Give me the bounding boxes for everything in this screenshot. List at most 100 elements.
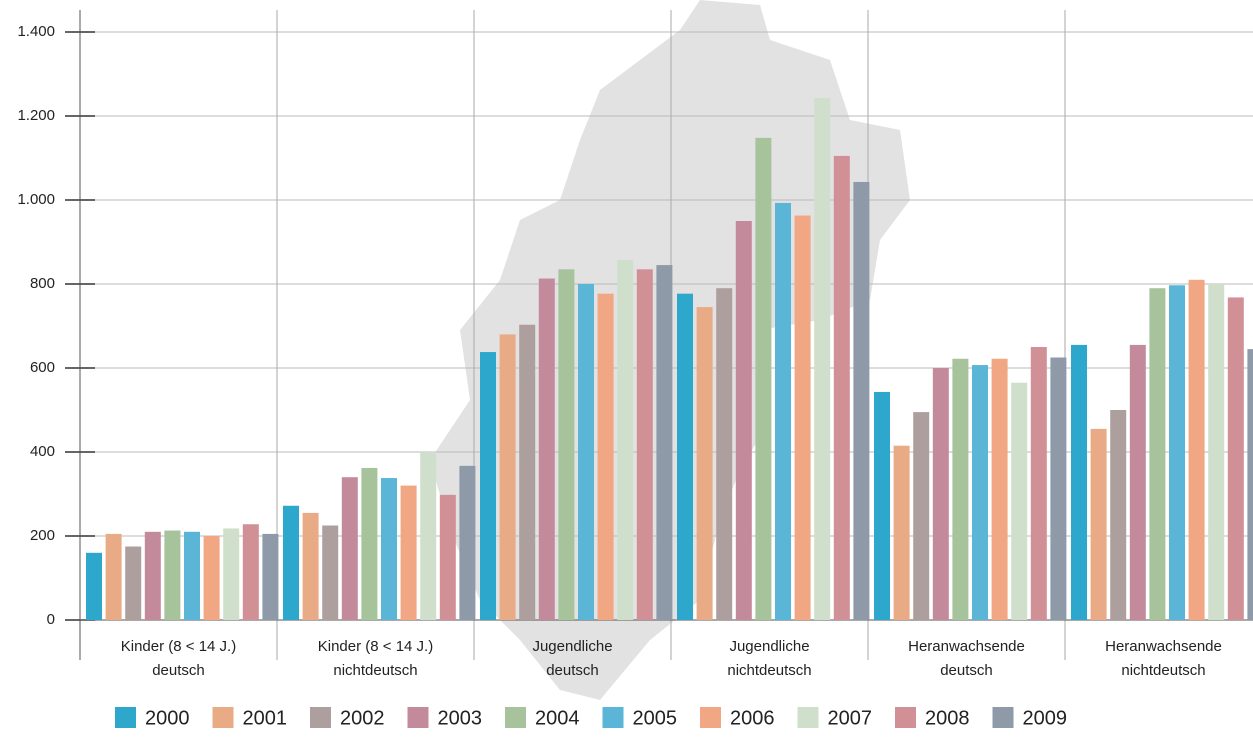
- bar: [853, 181, 870, 620]
- bar: [1071, 344, 1087, 620]
- legend-swatch: [602, 707, 624, 728]
- bar: [519, 324, 536, 620]
- bar: [932, 368, 949, 620]
- bar: [322, 525, 339, 620]
- bar: [775, 202, 791, 620]
- bar: [913, 412, 930, 620]
- bar: [716, 288, 733, 620]
- x-tick-label: nichtdeutsch: [727, 662, 811, 679]
- bar: [400, 485, 417, 620]
- legend-swatch: [895, 707, 916, 728]
- legend-text: 2009: [1023, 707, 1068, 729]
- x-tick-label: Kinder (8 < 14 J.): [121, 638, 236, 655]
- x-tick-label: nichtdeutsch: [1121, 662, 1205, 679]
- legend-swatch: [992, 707, 1014, 728]
- bar: [1110, 410, 1127, 620]
- bar: [558, 269, 575, 620]
- bar: [1247, 349, 1253, 620]
- legend-text: 2004: [535, 707, 580, 729]
- bar: [302, 512, 319, 620]
- bar: [242, 524, 259, 620]
- bar: [223, 528, 240, 620]
- bar: [341, 477, 358, 620]
- bar: [1011, 382, 1028, 620]
- legend-text: 2000: [145, 707, 190, 729]
- bar: [952, 358, 969, 620]
- bar: [459, 465, 476, 620]
- x-tick-label: Jugendliche: [729, 638, 809, 655]
- y-tick-label: 1.000: [17, 191, 55, 208]
- legend-swatch: [212, 707, 234, 728]
- bar: [636, 269, 653, 620]
- bar: [1227, 297, 1244, 620]
- bar: [86, 552, 102, 620]
- bar: [991, 358, 1008, 620]
- legend-text: 2007: [828, 707, 873, 729]
- bar: [480, 352, 496, 620]
- legend-text: 2002: [340, 707, 385, 729]
- bar: [597, 293, 614, 620]
- bar: [420, 452, 437, 620]
- bar: [203, 536, 220, 620]
- legend-text: 2006: [730, 707, 775, 729]
- y-tick-label: 1.200: [17, 107, 55, 124]
- bar: [735, 221, 752, 620]
- bar: [578, 284, 594, 620]
- bar: [1188, 279, 1205, 620]
- legend-text: 2005: [633, 707, 678, 729]
- bar: [1149, 288, 1166, 620]
- bar: [1090, 428, 1107, 620]
- legend-text: 2003: [438, 707, 483, 729]
- bar: [1050, 357, 1067, 620]
- bar: [794, 215, 811, 621]
- legend-swatch: [700, 707, 721, 728]
- x-tick-label: Jugendliche: [532, 638, 612, 655]
- legend-swatch: [797, 707, 819, 728]
- bar: [1169, 285, 1185, 620]
- bar: [893, 445, 910, 620]
- bar: [833, 155, 850, 620]
- x-tick-label: Heranwachsende: [1105, 638, 1222, 655]
- bar: [874, 391, 890, 620]
- y-tick-label: 600: [30, 359, 55, 376]
- x-tick-label: deutsch: [152, 662, 205, 679]
- legend-text: 2001: [243, 707, 288, 729]
- y-tick-label: 0: [47, 611, 55, 628]
- bar: [164, 530, 181, 620]
- legend-text: 2008: [925, 707, 970, 729]
- bar: [696, 307, 713, 620]
- bar: [144, 531, 161, 620]
- y-tick-label: 800: [30, 275, 55, 292]
- bar: [617, 260, 634, 620]
- bar: [814, 97, 831, 620]
- bar: [439, 494, 456, 620]
- bar: [283, 505, 299, 620]
- y-tick-label: 400: [30, 443, 55, 460]
- x-tick-label: Kinder (8 < 14 J.): [318, 638, 433, 655]
- x-tick-label: deutsch: [940, 662, 993, 679]
- bar: [361, 467, 378, 620]
- y-tick-label: 200: [30, 527, 55, 544]
- bar: [125, 546, 142, 620]
- bar: [972, 365, 988, 620]
- x-tick-label: nichtdeutsch: [333, 662, 417, 679]
- bar: [105, 533, 122, 620]
- bar: [677, 293, 693, 620]
- bar: [1030, 347, 1047, 620]
- legend-swatch: [310, 707, 331, 728]
- bar: [656, 265, 673, 620]
- bar: [1208, 284, 1225, 620]
- x-tick-label: deutsch: [546, 662, 599, 679]
- bar: [262, 533, 279, 620]
- legend-swatch: [407, 707, 429, 728]
- legend-swatch: [115, 707, 136, 728]
- bar: [499, 334, 516, 620]
- bar: [184, 531, 200, 620]
- y-tick-label: 1.400: [17, 23, 55, 40]
- legend-swatch: [505, 707, 526, 728]
- bar: [1129, 344, 1146, 620]
- bar: [538, 278, 555, 620]
- x-tick-label: Heranwachsende: [908, 638, 1025, 655]
- bar: [755, 137, 772, 620]
